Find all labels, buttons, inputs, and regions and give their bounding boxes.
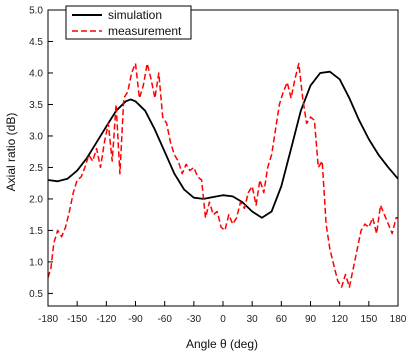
x-tick-label: 180 [390,314,407,325]
y-tick-label: 5.0 [29,6,43,17]
x-tick-label: -60 [157,314,172,325]
x-tick-label: 90 [305,314,317,325]
x-tick-label: -150 [67,314,87,325]
legend-box [65,5,192,40]
axes: -180 -150 -120 -90 -60 -30 0 30 60 90 120 150 180 0.5… [29,6,407,326]
legend-label-simulation: simulation [108,8,162,22]
y-tick-label: 0.5 [29,289,43,300]
x-tick-label: -120 [96,314,116,325]
x-tick-label: 150 [360,314,377,325]
y-tick-label: 3.5 [29,100,43,111]
y-tick-label: 1.5 [29,226,43,237]
plot-frame [47,9,399,307]
y-tick-label: 2.0 [29,194,43,205]
x-tick-label: 0 [220,314,226,325]
series-line-measurement [47,62,398,288]
y-tick-label: 4.0 [29,68,43,79]
x-tick-label: 30 [247,314,259,325]
x-axis-title: Angle θ (deg) [186,337,258,351]
x-tick-label: -90 [128,314,143,325]
y-axis-title: Axial ratio (dB) [4,113,18,192]
x-tick-label: 120 [331,314,348,325]
x-tick-label: 60 [276,314,288,325]
series-line-simulation [47,70,399,219]
y-tick-label: 1.0 [29,257,43,268]
legend-label-measurement: measurement [108,24,182,38]
plot-area [47,62,399,288]
legend: simulation measurement [65,5,192,40]
y-tick-label: 3.0 [29,131,43,142]
x-tick-label: -180 [38,314,58,325]
y-tick-label: 4.5 [29,37,43,48]
y-tick-label: 2.5 [29,163,43,174]
x-tick-label: -30 [187,314,202,325]
